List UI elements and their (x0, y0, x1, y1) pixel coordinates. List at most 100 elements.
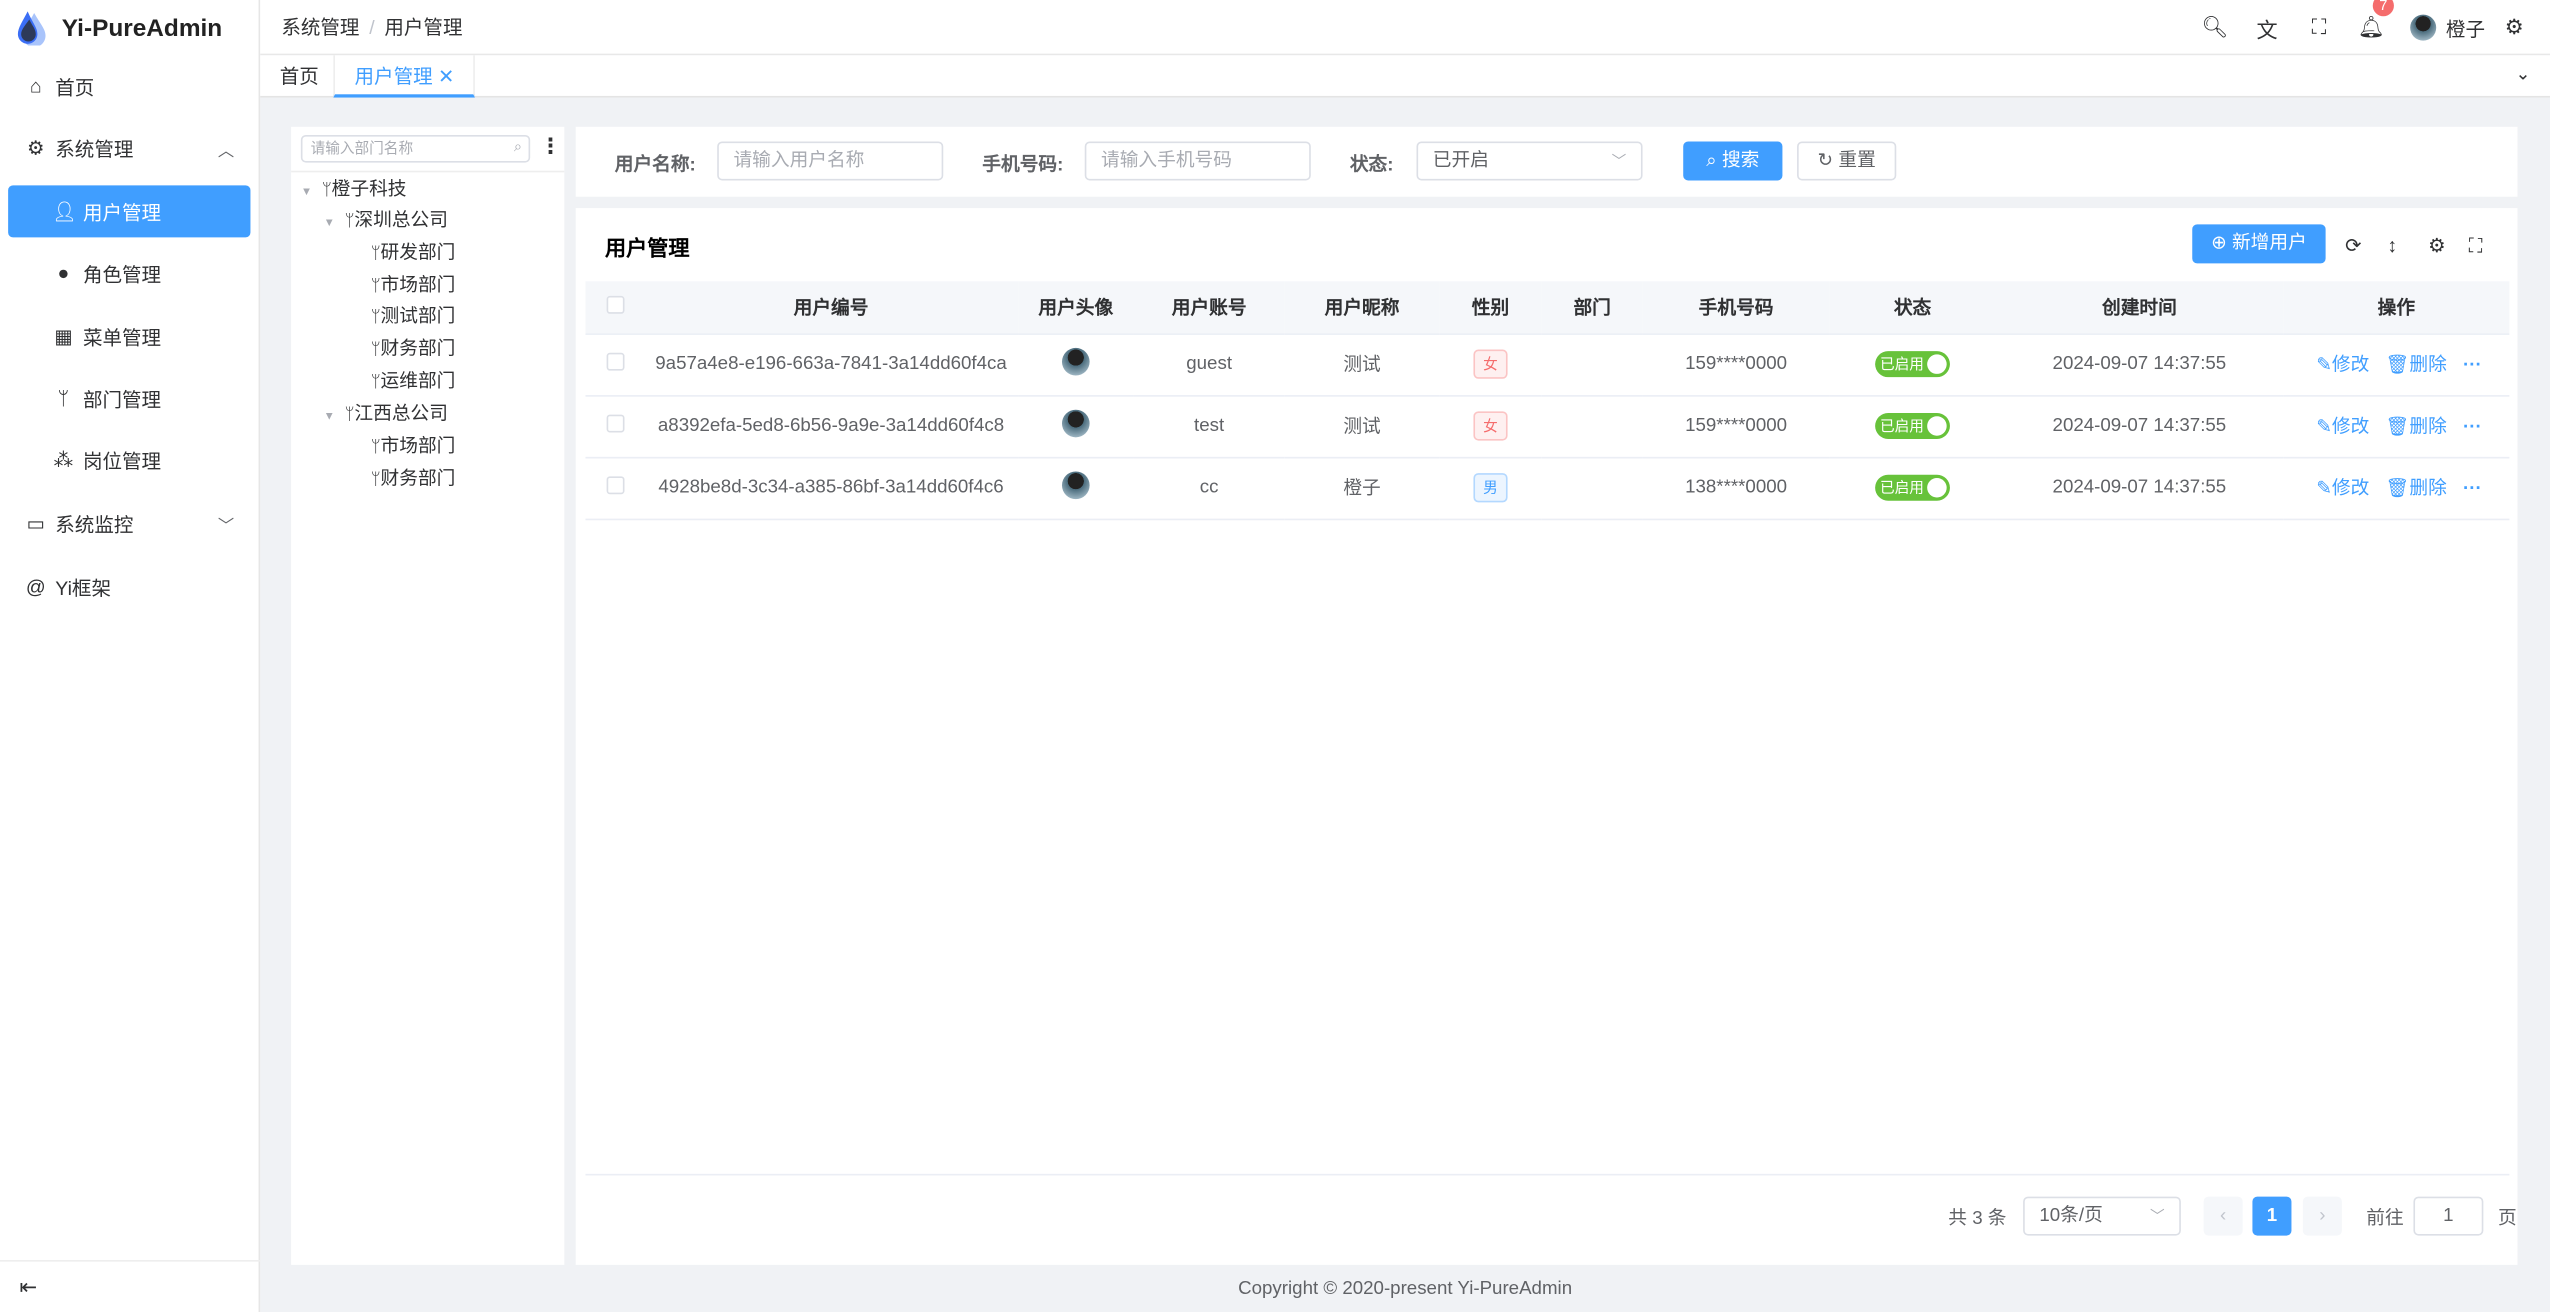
settings-icon[interactable]: ⚙ (2504, 14, 2524, 40)
add-user-button[interactable]: ⊕ 新增用户 (2192, 224, 2326, 264)
user-avatar (1061, 409, 1090, 438)
caret-down-icon[interactable]: ▼ (300, 186, 313, 199)
user-id: a8392efa-5ed8-6b56-9a9e-3a14dd60f4c8 (644, 395, 1019, 458)
tree-node-label: 深圳总公司 (354, 211, 448, 231)
tree-node[interactable]: ᛘ研发部门 (371, 239, 456, 265)
edit-button[interactable]: ✎修改 (2316, 418, 2369, 438)
home-icon: ⌂ (29, 74, 42, 98)
fork-icon: ᛘ (57, 386, 70, 410)
row-checkbox[interactable] (605, 414, 624, 433)
sidebar-item-users[interactable]: 👤︎ 用户管理 (8, 185, 251, 238)
page-1-button[interactable]: 1 (2252, 1196, 2292, 1236)
fullscreen-icon[interactable]: ⛶ (2311, 14, 2327, 40)
row-checkbox[interactable] (605, 476, 624, 495)
fork-icon: ᛘ (370, 308, 381, 327)
tab-users[interactable]: 用户管理 ✕ (333, 55, 476, 98)
sidebar-item-menus[interactable]: ▦ 菜单管理 (8, 311, 250, 363)
sidebar-item-system[interactable]: ⚙ 系统管理 ︿ (8, 122, 250, 174)
tree-node[interactable]: ᛘ财务部门 (371, 465, 456, 491)
more-button[interactable]: ··· (2463, 417, 2482, 438)
column-header: 用户头像 (1018, 281, 1134, 335)
close-icon[interactable]: ✕ (438, 65, 455, 88)
user-account: cc (1133, 456, 1285, 520)
sidebar: Yi-PureAdmin ⌂ 首页 ⚙ 系统管理 ︿ 👤︎ 用户管理 ● 角色管理 ▦ 菜单… (0, 0, 261, 1312)
tree-node[interactable]: ▼ ᛘ江西总公司 (324, 400, 448, 426)
pagination-total: 共 3 条 (1948, 1209, 2007, 1230)
status-toggle[interactable]: 已启用 (1875, 474, 1950, 501)
sidebar-item-posts[interactable]: ⁂ 岗位管理 (8, 434, 250, 486)
tree-node[interactable]: ᛘ市场部门 (371, 272, 456, 298)
density-icon[interactable]: ↕ (2387, 234, 2398, 257)
logo[interactable]: Yi-PureAdmin (0, 0, 260, 55)
caret-down-icon[interactable]: ▼ (323, 217, 335, 230)
bell-icon[interactable]: 🔔︎ 7 (2345, 0, 2397, 41)
created-time: 2024-09-07 14:37:55 (1995, 333, 2284, 396)
breadcrumb-item[interactable]: 系统管理 (281, 16, 360, 40)
translate-icon[interactable]: 文 (2256, 17, 2278, 42)
logo-drop-icon (17, 11, 46, 46)
sidebar-item-label: Yi框架 (55, 576, 111, 600)
sidebar-item-home[interactable]: ⌂ 首页 (8, 60, 250, 112)
tree-node[interactable]: ᛘ测试部门 (371, 302, 456, 328)
button-label: 搜索 (1721, 151, 1760, 171)
collapse-sidebar-button[interactable]: ⇤ (0, 1259, 261, 1312)
search-button[interactable]: ⌕ 搜索 (1683, 141, 1783, 181)
tree-node[interactable]: ᛘ市场部门 (371, 432, 456, 458)
phone-input[interactable]: 请输入手机号码 (1084, 141, 1311, 181)
more-vertical-icon[interactable]: ⋮ (539, 133, 562, 158)
sidebar-item-depts[interactable]: ᛘ 部门管理 (8, 372, 250, 424)
sidebar-item-roles[interactable]: ● 角色管理 (8, 247, 250, 299)
row-checkbox[interactable] (605, 352, 624, 371)
tree-node[interactable]: ▼ ᛘ深圳总公司 (324, 206, 448, 232)
column-settings-icon[interactable]: ⚙ (2428, 234, 2446, 257)
gender-tag: 女 (1473, 411, 1508, 441)
breadcrumb-item: 用户管理 (384, 16, 463, 40)
user-avatar (1061, 347, 1090, 376)
next-page-button[interactable]: › (2302, 1196, 2342, 1236)
search-icon[interactable]: 🔍︎ (2201, 14, 2229, 40)
tree-node-label: 市场部门 (380, 276, 456, 296)
reset-button[interactable]: ↻ 重置 (1797, 141, 1897, 181)
user-menu[interactable]: 橙子 (2410, 14, 2485, 42)
status-toggle[interactable]: 已启用 (1875, 412, 1950, 439)
trash-icon: 🗑︎ (2385, 479, 2410, 500)
role-icon: ● (57, 261, 70, 285)
fullscreen-icon[interactable]: ⛶ (2468, 234, 2483, 257)
edit-button[interactable]: ✎修改 (2316, 356, 2369, 376)
user-id: 9a57a4e8-e196-663a-7841-3a14dd60f4ca (644, 333, 1019, 396)
placeholder: 请输入手机号码 (1101, 151, 1232, 171)
delete-button[interactable]: 🗑︎删除 (2386, 418, 2447, 438)
user-phone: 138****0000 (1642, 456, 1830, 520)
delete-button[interactable]: 🗑︎删除 (2386, 480, 2447, 500)
user-table: 用户编号 用户头像 用户账号 用户昵称 性别 部门 手机号码 状态 创建时间 操… (585, 281, 2510, 520)
tree-node-label: 研发部门 (380, 243, 456, 264)
username-input[interactable]: 请输入用户名称 (717, 141, 944, 181)
page-size-select[interactable]: 10条/页 ﹀ (2023, 1196, 2181, 1236)
tab-home[interactable]: 首页 (260, 55, 338, 97)
more-button[interactable]: ··· (2463, 356, 2482, 376)
tree-node[interactable]: ᛘ运维部门 (371, 367, 456, 393)
avatar (2410, 14, 2437, 41)
sidebar-item-label: 系统管理 (55, 137, 134, 161)
sidebar-item-monitor[interactable]: ▭ 系统监控 ﹀ (8, 497, 250, 549)
tree-node[interactable]: ▼ ᛘ橙子科技 (301, 176, 407, 202)
tree-node[interactable]: ᛘ财务部门 (371, 335, 456, 361)
edit-button[interactable]: ✎修改 (2316, 480, 2369, 500)
prev-page-button[interactable]: ‹ (2203, 1196, 2243, 1236)
status-select[interactable]: 已开启 ﹀ (1416, 141, 1643, 181)
select-all-checkbox[interactable] (605, 295, 624, 314)
delete-button[interactable]: 🗑︎删除 (2386, 356, 2447, 376)
refresh-icon[interactable]: ⟳ (2345, 234, 2362, 257)
status-toggle[interactable]: 已启用 (1875, 351, 1950, 378)
goto-page-input[interactable]: 1 (2413, 1196, 2484, 1236)
dept-search-input[interactable]: 请输入部门名称 ⌕ (300, 134, 531, 163)
sidebar-item-label: 角色管理 (82, 262, 162, 286)
sidebar-item-yi[interactable]: @ Yi框架 (8, 561, 250, 613)
more-button[interactable]: ··· (2463, 479, 2482, 500)
chevron-down-icon: ﹀ (1611, 152, 1627, 170)
fork-icon: ᛘ (370, 373, 381, 392)
monitor-icon: ▭ (26, 512, 46, 535)
chevron-down-icon[interactable]: ⌄ (2515, 65, 2531, 85)
sidebar-item-label: 菜单管理 (82, 325, 162, 349)
caret-down-icon[interactable]: ▼ (323, 411, 335, 423)
